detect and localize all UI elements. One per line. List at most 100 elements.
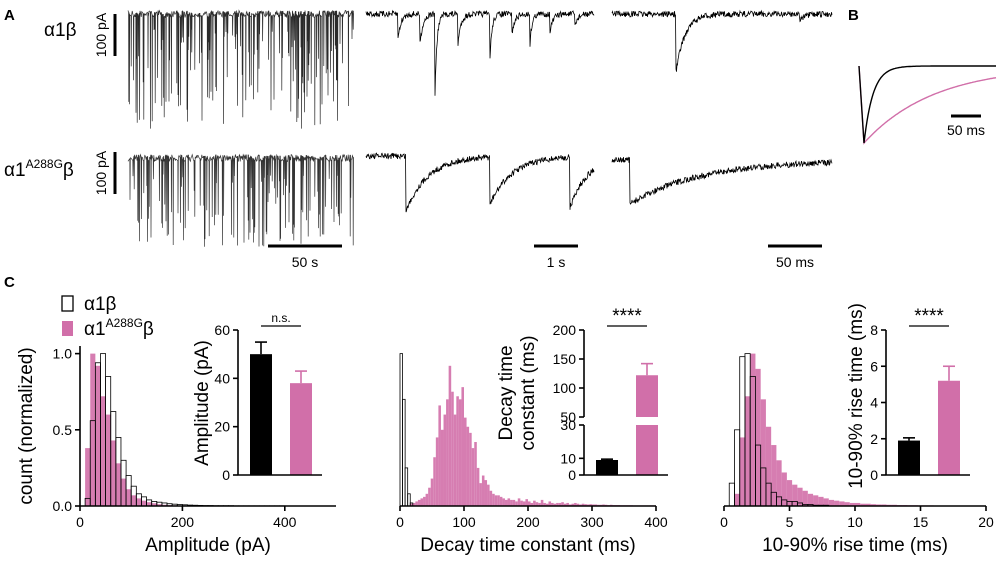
hist-bar-mut bbox=[461, 387, 464, 506]
trace-mut-event bbox=[611, 156, 833, 205]
time-scale-label-1: 50 s bbox=[292, 254, 318, 270]
x-tick-label: 200 bbox=[516, 514, 540, 530]
hist-bar-mut bbox=[494, 495, 498, 506]
hist-bar-mut bbox=[538, 502, 541, 506]
hist-bar-mut bbox=[807, 493, 814, 506]
hist-bar-mut bbox=[543, 502, 546, 506]
hist-bar-mut bbox=[90, 353, 96, 506]
hist-bar-mut bbox=[420, 498, 424, 506]
hist-bar-mut bbox=[504, 499, 508, 506]
hist-bar-mut bbox=[430, 478, 434, 506]
hist-bar-mut bbox=[781, 472, 787, 506]
inset-y-tick-label: 20 bbox=[214, 419, 230, 435]
hist-bar-mut bbox=[435, 437, 439, 506]
significance-label: n.s. bbox=[271, 311, 290, 325]
hist-bar-mut bbox=[499, 496, 503, 506]
legend-swatch-mut bbox=[62, 321, 73, 336]
x-tick-label: 15 bbox=[913, 514, 929, 530]
time-scale-label-3: 50 ms bbox=[776, 254, 814, 270]
hist-bar-mut bbox=[507, 498, 511, 506]
hist-bar-mut bbox=[525, 499, 528, 506]
inset-y-tick-label: 0 bbox=[222, 467, 230, 483]
hist-bar-mut bbox=[146, 502, 152, 506]
current-traces bbox=[127, 9, 833, 247]
hist-bar-mut bbox=[126, 489, 132, 506]
hist-bar-mut bbox=[517, 498, 521, 506]
hist-bar-mut bbox=[440, 429, 444, 506]
x-tick-label: 100 bbox=[452, 514, 476, 530]
panel-label-a: A bbox=[4, 7, 15, 24]
hist-bar-mut bbox=[479, 483, 482, 506]
hist-bar-mut bbox=[739, 437, 745, 506]
inset-y-tick-label: 40 bbox=[214, 370, 230, 386]
hist-bar-mut bbox=[417, 499, 421, 506]
hist-bar-mut bbox=[100, 396, 106, 506]
hist-bar-mut bbox=[765, 426, 772, 506]
legend-label-mut: α1A288Gβ bbox=[84, 316, 154, 340]
hist-bar-mut bbox=[458, 399, 462, 506]
hist-bar-mut bbox=[535, 502, 539, 506]
y-tick-label: 1.0 bbox=[53, 346, 73, 362]
hist-bar-mut bbox=[497, 495, 500, 506]
inset-y-tick-label: 50 bbox=[560, 409, 576, 425]
legend-swatch-wt bbox=[61, 295, 74, 312]
hist-bar-mut bbox=[533, 500, 536, 506]
hist-bar-mut bbox=[760, 399, 766, 506]
x-axis-label: Amplitude (pA) bbox=[145, 535, 271, 556]
trace-mut-long bbox=[127, 153, 354, 247]
hist-bar-mut bbox=[561, 502, 564, 506]
hist-bar-mut bbox=[553, 503, 557, 506]
hist-bar-mut bbox=[828, 499, 835, 506]
y-axis-label: count (normalized) bbox=[16, 347, 37, 504]
hist-bar-mut bbox=[802, 490, 808, 506]
hist-bar-mut bbox=[574, 502, 577, 506]
hist-bar-mut bbox=[813, 495, 819, 506]
inset-y-tick-label: 10 bbox=[560, 450, 576, 466]
x-tick-label: 400 bbox=[273, 514, 297, 530]
hist-bar-mut bbox=[95, 365, 101, 506]
hist-bar-mut bbox=[548, 501, 552, 506]
hist-bar-mut bbox=[120, 478, 127, 506]
hist-bar-mut bbox=[489, 490, 493, 506]
inset-bar bbox=[290, 383, 312, 475]
inset-y-tick-label: 100 bbox=[553, 380, 577, 396]
hist-bar-mut bbox=[870, 504, 876, 506]
hist-bar-mut bbox=[425, 493, 429, 506]
hist-bar-mut bbox=[834, 500, 840, 506]
hist-bar-mut bbox=[105, 414, 111, 506]
hist-bar-mut bbox=[156, 504, 162, 506]
hist-bar-mut bbox=[433, 457, 436, 506]
hist-bar-mut bbox=[584, 504, 587, 506]
hist-bar-mut bbox=[844, 502, 850, 506]
hist-bar-mut bbox=[438, 405, 441, 506]
hist-bar-mut bbox=[466, 426, 470, 506]
hist-bar-mut bbox=[131, 495, 137, 506]
hist-bar-mut bbox=[448, 365, 452, 506]
hist-bar-mut bbox=[818, 496, 824, 506]
hist-bar-mut bbox=[855, 502, 861, 506]
hist-bar-mut bbox=[487, 484, 490, 506]
hist-bar-mut bbox=[797, 487, 803, 506]
current-scale-label-1: 100 pA bbox=[93, 12, 109, 57]
trace-wt-event bbox=[611, 9, 833, 72]
inset-bar bbox=[250, 354, 272, 475]
inset-y-label-rise: 10-90% rise time (ms) bbox=[846, 303, 867, 489]
hist-bar-mut bbox=[451, 391, 454, 506]
hist-bar-mut bbox=[423, 496, 426, 506]
inset-y-tick-label: 0 bbox=[870, 467, 878, 483]
hist-bar-mut bbox=[865, 503, 871, 506]
hist-bar-mut bbox=[446, 399, 449, 506]
significance-label: **** bbox=[612, 306, 642, 327]
x-tick-label: 0 bbox=[76, 514, 84, 530]
x-tick-label: 0 bbox=[720, 514, 728, 530]
hist-bar-mut bbox=[471, 448, 475, 506]
hist-bar-mut bbox=[415, 501, 418, 506]
hist-bar-mut bbox=[556, 502, 559, 506]
hist-bar-mut bbox=[522, 501, 526, 506]
inset-y-tick-label: 0 bbox=[568, 467, 576, 483]
y-tick-label: 0.0 bbox=[53, 498, 73, 514]
hist-bar-mut bbox=[571, 503, 575, 506]
hist-bar-mut bbox=[115, 463, 121, 506]
